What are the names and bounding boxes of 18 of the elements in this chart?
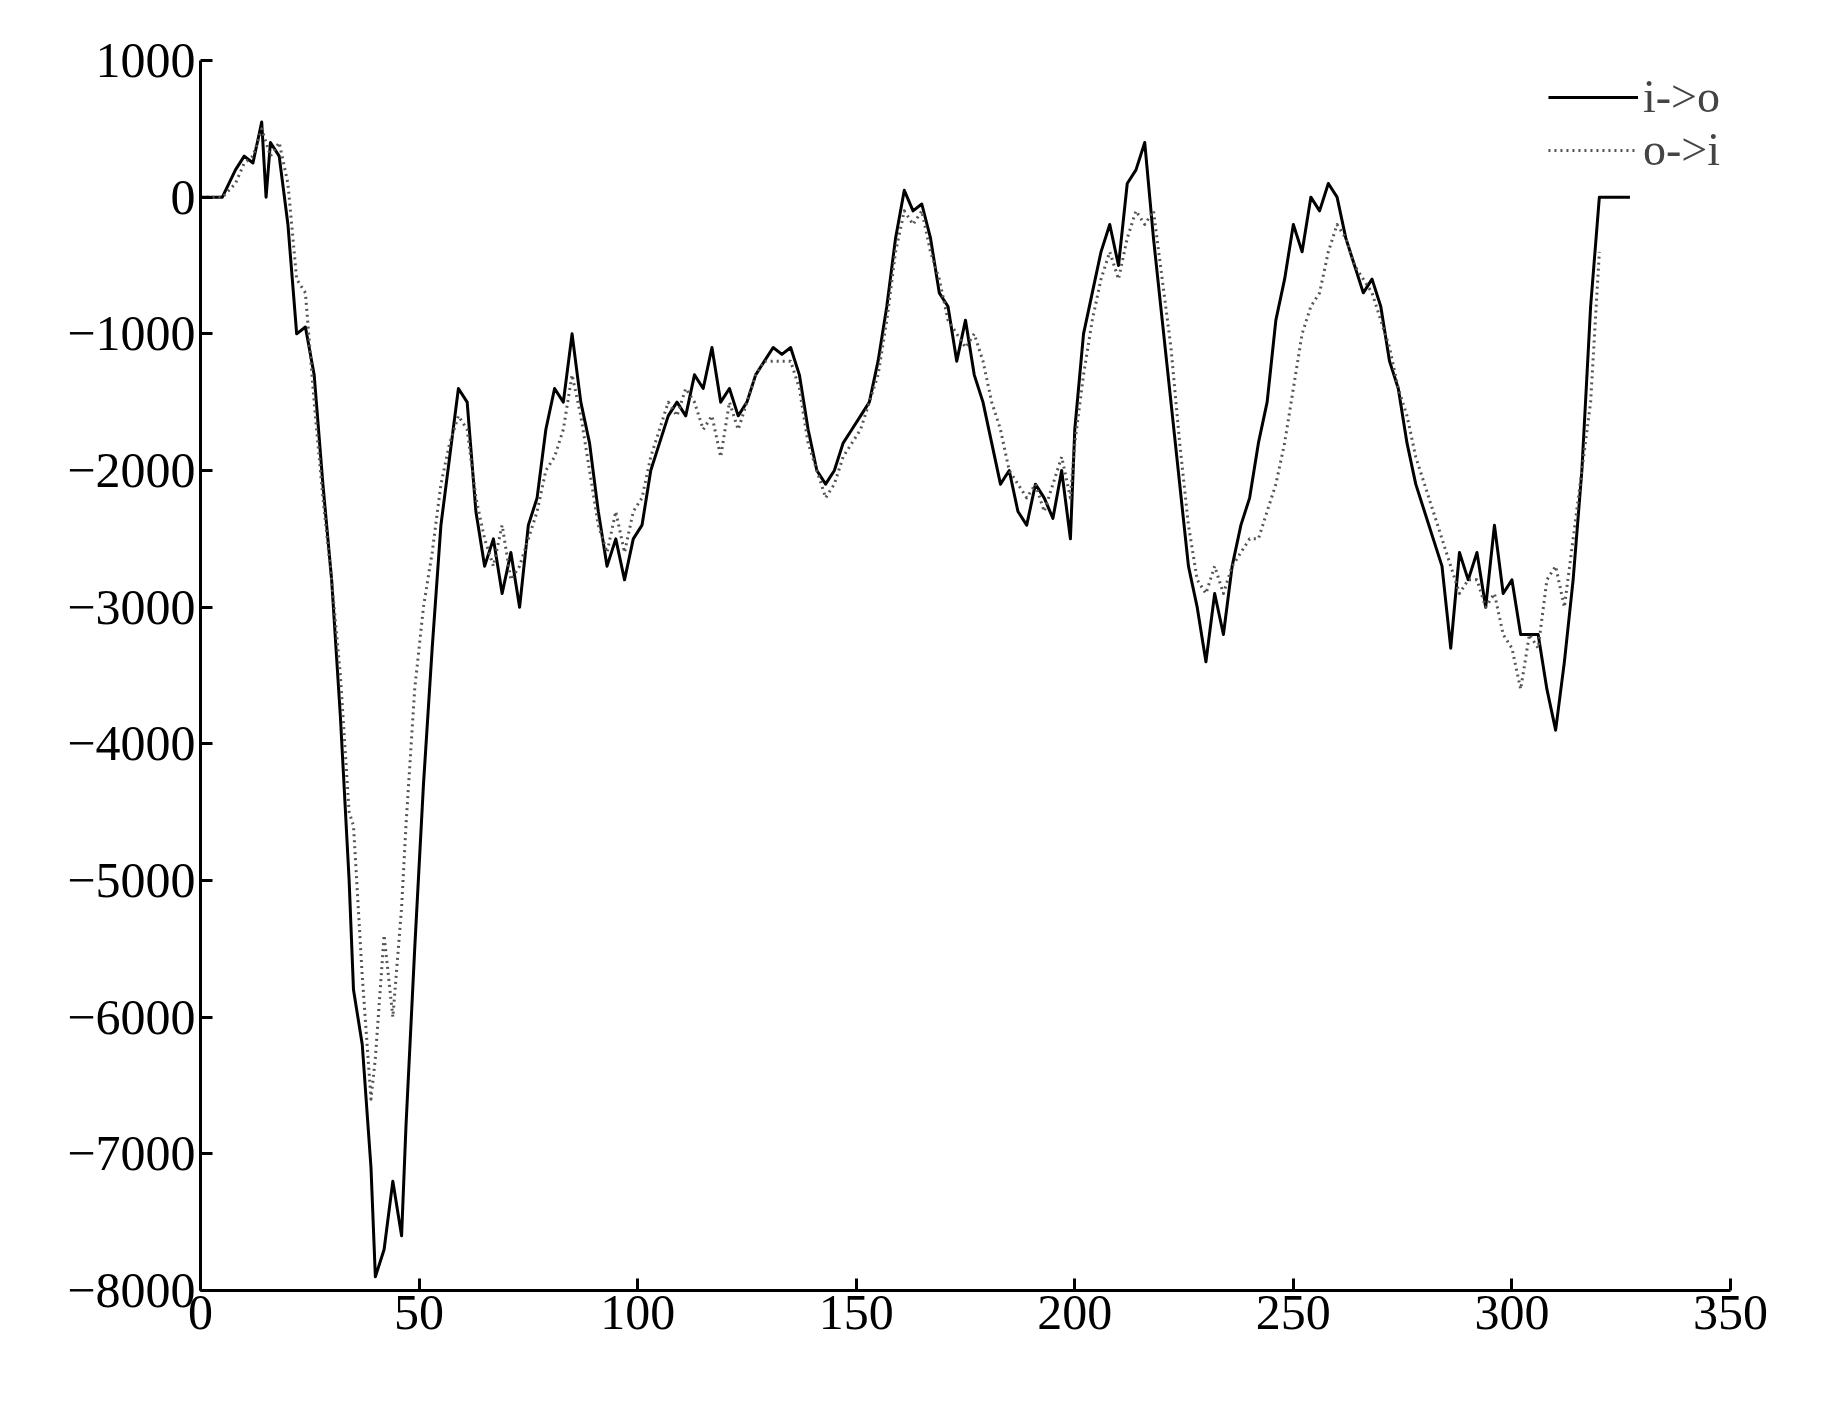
y-tick-label: 0	[170, 168, 196, 225]
y-tick-label: −6000	[67, 988, 196, 1045]
legend-label: o->i	[1642, 123, 1720, 176]
x-tick-label: 300	[1474, 1283, 1550, 1340]
y-tick-label: −3000	[67, 578, 196, 635]
x-tick-label: 100	[600, 1283, 676, 1340]
y-tick-label: −5000	[67, 852, 196, 908]
y-tick-label: 1000	[95, 32, 196, 88]
y-tick-label: −2000	[67, 442, 196, 498]
y-tick-label: −7000	[67, 1125, 196, 1182]
x-tick-label: 50	[394, 1283, 445, 1340]
y-tick-label: −4000	[67, 715, 196, 772]
x-tick-label: 150	[818, 1283, 894, 1340]
x-tick-label: 250	[1255, 1283, 1331, 1340]
x-tick-label: 200	[1037, 1283, 1113, 1340]
legend-label: i->o	[1642, 70, 1720, 123]
x-tick-label: 350	[1693, 1283, 1768, 1340]
y-tick-label: −1000	[67, 305, 196, 362]
